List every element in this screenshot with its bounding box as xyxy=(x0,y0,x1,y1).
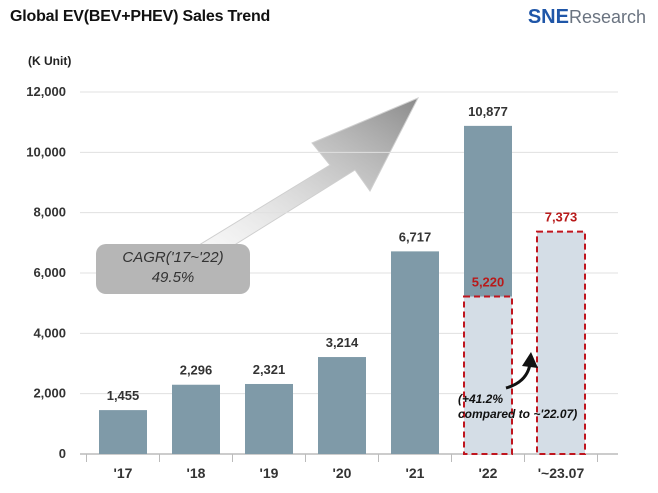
bar-overlay-dashed xyxy=(463,295,513,455)
logo-research-text: Research xyxy=(568,7,646,27)
bar-value-label: 10,877 xyxy=(468,104,508,119)
cagr-period-label: CAGR('17~'22) xyxy=(122,249,224,266)
bar-value-label: 2,321 xyxy=(253,362,286,377)
y-axis-unit-label: (K Unit) xyxy=(28,54,72,68)
bar xyxy=(99,410,147,454)
bar-value-label: 1,455 xyxy=(107,388,140,403)
bar xyxy=(391,251,439,454)
x-tick-label: '20 xyxy=(333,465,352,481)
bar-value-label: 3,214 xyxy=(326,335,359,350)
growth-note-line1: (+41.2% xyxy=(458,392,504,406)
x-tick-label: '19 xyxy=(260,465,279,481)
bar-value-label: 2,296 xyxy=(180,363,213,378)
y-tick-label: 2,000 xyxy=(33,386,66,401)
bar xyxy=(318,357,366,454)
x-tick-label: '17 xyxy=(114,465,133,481)
growth-note: (+41.2% compared to ~'22.07) xyxy=(458,392,577,422)
bar-dashed xyxy=(536,230,586,455)
y-tick-label: 10,000 xyxy=(26,144,66,159)
x-tick-label: '21 xyxy=(406,465,425,481)
x-tick-label: '18 xyxy=(187,465,206,481)
sne-research-logo: SNEResearch xyxy=(528,6,646,29)
cagr-callout: CAGR('17~'22) 49.5% xyxy=(96,244,250,294)
bar-value-label: 6,717 xyxy=(399,229,432,244)
y-tick-label: 8,000 xyxy=(33,205,66,220)
logo-sne-text: SNE xyxy=(527,6,569,28)
bar xyxy=(245,383,293,454)
bar xyxy=(172,384,220,454)
y-tick-label: 6,000 xyxy=(33,265,66,280)
bar-value-label: 7,373 xyxy=(545,210,578,225)
overlay-value-label: 5,220 xyxy=(472,275,505,290)
x-tick-label: '~23.07 xyxy=(538,465,585,481)
curved-arrow-head-icon xyxy=(522,352,538,368)
growth-note-line2: compared to ~'22.07) xyxy=(458,407,578,421)
y-tick-label: 12,000 xyxy=(26,84,66,99)
y-tick-label: 0 xyxy=(59,446,66,461)
chart-title: Global EV(BEV+PHEV) Sales Trend xyxy=(10,8,271,25)
cagr-value-label: 49.5% xyxy=(151,269,195,286)
x-tick-label: '22 xyxy=(479,465,498,481)
y-tick-label: 4,000 xyxy=(33,325,66,340)
